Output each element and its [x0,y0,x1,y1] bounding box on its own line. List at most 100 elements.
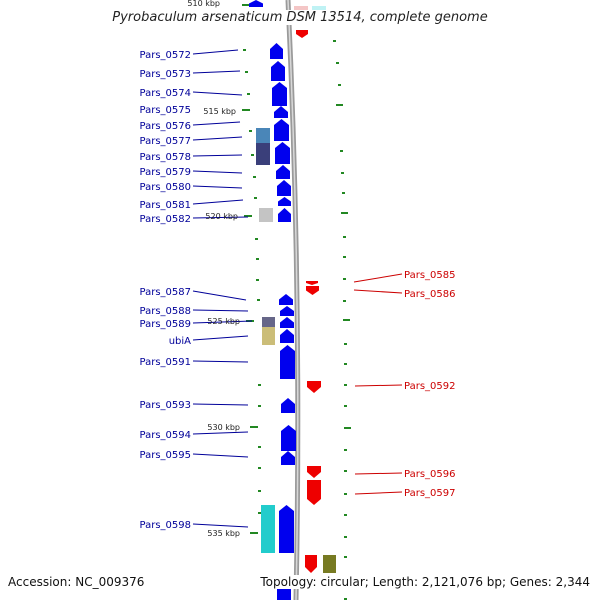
forward-gene-arrow [271,61,285,81]
scale-tick [250,426,258,428]
label-leader-line [192,309,249,312]
scale-tick [242,109,250,111]
forward-gene-arrow [274,119,289,141]
rna-feature-block [261,505,275,553]
minor-tick [255,238,258,240]
forward-gene-arrow [275,142,290,164]
forward-gene-label: Pars_0582 [140,214,191,225]
forward-gene-label: Pars_0588 [140,306,191,317]
label-leader-line [192,216,249,219]
minor-tick [253,176,256,178]
label-leader-line [192,91,243,96]
forward-gene-label: Pars_0580 [140,182,191,193]
reverse-gene-arrow [307,381,321,393]
other-feature-block [262,327,275,345]
label-leader-line [192,170,243,174]
minor-tick [258,446,261,448]
reverse-gene-arrow [306,286,319,295]
forward-gene-arrow [281,451,295,465]
scale-tick [244,215,252,217]
forward-gene-label: Pars_0576 [140,121,191,132]
forward-gene-label: Pars_0594 [140,430,191,441]
forward-gene-arrow [279,294,293,305]
genome-summary: Topology: circular; Length: 2,121,076 bp… [256,575,590,589]
genome-backbone-highlight [287,0,299,600]
minor-tick [336,62,339,64]
label-leader-line [192,360,249,363]
rna-feature-block [256,143,270,165]
label-leader-line [192,290,247,301]
forward-gene-label: Pars_0591 [140,357,191,368]
forward-gene-label: Pars_0595 [140,450,191,461]
forward-gene-label: Pars_0589 [140,319,191,330]
minor-tick [258,405,261,407]
label-leader-line [192,70,241,74]
label-leader-line [192,121,241,126]
minor-tick [343,278,346,280]
reverse-gene-arrow [307,466,321,478]
minor-tick [258,490,261,492]
label-leader-line [192,431,249,435]
minor-tick [344,449,347,451]
forward-gene-arrow [277,180,291,196]
scale-label: 510 kbp [187,0,220,8]
forward-gene-arrow [280,306,294,316]
label-leader-line [192,136,243,141]
scale-tick [242,4,250,6]
minor-tick [343,256,346,258]
forward-gene-label: Pars_0593 [140,400,191,411]
forward-gene-label: Pars_0587 [140,287,191,298]
major-tick [336,104,343,106]
minor-tick [344,405,347,407]
reverse-gene-label: Pars_0592 [404,381,455,392]
major-tick [343,319,350,321]
label-leader-line [353,289,403,294]
minor-tick [254,197,257,199]
scale-label: 525 kbp [207,317,240,326]
forward-gene-arrow [278,208,291,222]
minor-tick [344,514,347,516]
label-leader-line [192,403,249,406]
forward-gene-arrow [276,165,290,179]
minor-tick [344,598,347,600]
label-leader-line [192,154,243,157]
label-leader-line [192,320,253,324]
minor-tick [243,49,246,51]
forward-gene-arrow [279,505,294,553]
scale-label: 515 kbp [203,107,236,116]
major-tick [344,427,351,429]
scale-tick [250,532,258,534]
minor-tick [344,493,347,495]
label-leader-line [192,49,239,55]
accession-label: Accession: NC_009376 [8,575,147,589]
rna-feature-block [256,128,270,146]
forward-gene-label: Pars_0573 [140,69,191,80]
forward-gene-label: Pars_0598 [140,520,191,531]
forward-gene-label: Pars_0575 [140,105,191,116]
minor-tick [256,258,259,260]
minor-tick [333,40,336,42]
major-tick [341,212,348,214]
map-title: Pyrobaculum arsenaticum DSM 13514, compl… [0,10,600,25]
minor-tick [249,130,252,132]
forward-gene-arrow [280,317,294,328]
scale-label: 535 kbp [207,529,240,538]
minor-tick [247,93,250,95]
forward-gene-label: Pars_0572 [140,50,191,61]
minor-tick [245,71,248,73]
forward-gene-arrow [274,106,288,118]
label-leader-line [192,199,244,205]
minor-tick [341,172,344,174]
minor-tick [343,300,346,302]
forward-gene-label: Pars_0581 [140,200,191,211]
minor-tick [258,467,261,469]
minor-tick [257,299,260,301]
label-leader-line [192,453,249,458]
reverse-gene-label: Pars_0586 [404,289,455,300]
label-leader-line [354,384,403,387]
reverse-gene-label: Pars_0585 [404,270,455,281]
other-feature-block [323,555,336,573]
reverse-gene-arrow [306,281,318,285]
forward-gene-arrow [280,345,295,379]
pseudo-feature-block [259,208,273,222]
